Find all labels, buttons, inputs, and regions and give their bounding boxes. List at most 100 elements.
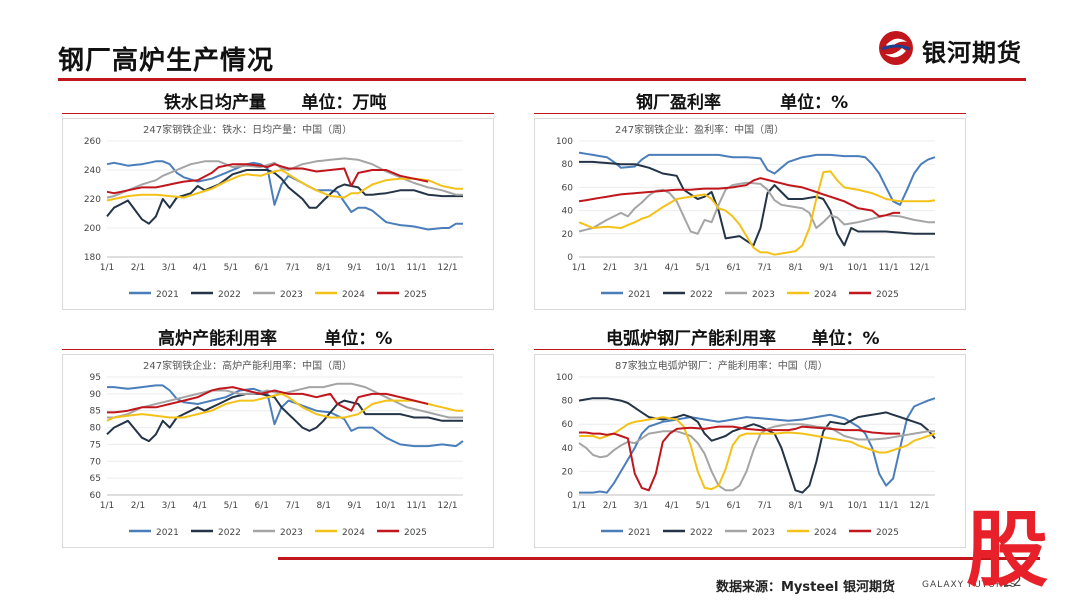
legend-label-2022: 2022 xyxy=(690,290,713,300)
y-tick-label: 80 xyxy=(90,424,102,434)
series-line-2021 xyxy=(106,160,463,231)
y-tick-label: 60 xyxy=(562,183,574,193)
panel-underline xyxy=(534,113,966,114)
footer-divider xyxy=(278,557,1040,560)
y-tick-label: 70 xyxy=(90,457,102,467)
series-line-2022 xyxy=(106,392,463,443)
x-tick-label: 5/1 xyxy=(696,501,710,511)
series-line-2024 xyxy=(579,416,936,491)
series-line-2023 xyxy=(578,181,935,235)
x-tick-label: 1/1 xyxy=(572,263,586,273)
y-tick-label: 65 xyxy=(90,474,101,484)
chart-hot-metal-output: 247家钢铁企业：铁水：日均产量：中国（周） 180 200 220 240 260 1/1… xyxy=(62,118,494,310)
y-tick-label: 20 xyxy=(562,230,574,240)
x-tick-label: 12/1 xyxy=(909,263,929,273)
x-tick-label: 4/1 xyxy=(193,501,207,511)
y-tick-label: 60 xyxy=(562,420,574,430)
title-divider xyxy=(58,78,1026,81)
chart-bf-utilization: 247家钢铁企业：高炉产能利用率：中国（周） 60 65 70 75 80 85 90 95 1/… xyxy=(62,354,494,548)
y-tick-label: 180 xyxy=(84,253,101,263)
series-line-2023 xyxy=(578,423,935,492)
x-tick-label: 3/1 xyxy=(634,263,648,273)
series-line-2022 xyxy=(579,160,935,247)
panel-title-hot-metal: 铁水日均产量 单位：万吨 xyxy=(164,93,387,113)
chart-subtitle: 87家独立电弧炉钢厂：产能利用率：中国（周） xyxy=(615,359,828,372)
legend-label-2025: 2025 xyxy=(876,290,899,300)
panel-title-profit-rate: 钢厂盈利率 单位：% xyxy=(636,93,849,113)
logo-text: 银河期货 xyxy=(922,39,1022,67)
legend-label-2024: 2024 xyxy=(814,528,837,538)
chart-profit-rate: 247家钢铁企业：盈利率：中国（周） 0 20 40 60 80 100 1/1 2/1 3/1 4… xyxy=(534,118,966,310)
x-tick-label: 6/1 xyxy=(727,263,741,273)
legend-label-2025: 2025 xyxy=(404,290,427,300)
chart-hot-metal-svg: 247家钢铁企业：铁水：日均产量：中国（周） 180 200 220 240 260 1/1… xyxy=(84,123,463,300)
y-tick-label: 90 xyxy=(90,390,102,400)
y-tick-label: 40 xyxy=(562,207,574,217)
legend-label-2025: 2025 xyxy=(404,528,427,538)
footer-brand: GALAXY FUTURES xyxy=(922,580,1017,590)
series-line-2025 xyxy=(579,425,901,492)
chart-subtitle: 247家钢铁企业：铁水：日均产量：中国（周） xyxy=(143,123,352,136)
x-tick-label: 1/1 xyxy=(572,501,586,511)
y-tick-label: 240 xyxy=(84,166,101,176)
data-source: 数据来源：Mysteel 银河期货 xyxy=(716,580,895,595)
legend-label-2023: 2023 xyxy=(752,290,775,300)
x-tick-label: 8/1 xyxy=(316,501,330,511)
x-tick-label: 11/1 xyxy=(878,501,898,511)
x-tick-label: 12/1 xyxy=(437,263,457,273)
panel-title-bf-utilization: 高炉产能利用率 单位：% xyxy=(158,329,393,349)
series-line-2024 xyxy=(578,170,936,256)
x-tick-label: 9/1 xyxy=(347,263,361,273)
x-tick-label: 6/1 xyxy=(727,501,741,511)
panel-underline xyxy=(62,113,494,114)
y-tick-label: 40 xyxy=(562,444,574,454)
x-tick-label: 3/1 xyxy=(162,263,176,273)
y-tick-label: 220 xyxy=(84,195,101,205)
legend-label-2023: 2023 xyxy=(752,528,775,538)
x-tick-label: 10/1 xyxy=(847,263,867,273)
page-title: 钢厂高炉生产情况 xyxy=(58,46,275,76)
x-tick-label: 5/1 xyxy=(696,263,710,273)
x-tick-label: 11/1 xyxy=(406,501,426,511)
x-tick-label: 6/1 xyxy=(255,501,269,511)
chart-subtitle: 247家钢铁企业：高炉产能利用率：中国（周） xyxy=(143,359,352,372)
legend-label-2024: 2024 xyxy=(814,290,837,300)
x-tick-label: 8/1 xyxy=(788,501,802,511)
legend-label-2022: 2022 xyxy=(218,528,241,538)
x-tick-label: 9/1 xyxy=(819,263,833,273)
y-tick-label: 75 xyxy=(90,440,101,450)
y-tick-label: 100 xyxy=(556,373,573,383)
x-tick-label: 12/1 xyxy=(909,501,929,511)
x-tick-label: 6/1 xyxy=(255,263,269,273)
y-tick-label: 60 xyxy=(90,491,102,501)
chart-profit-rate-svg: 247家钢铁企业：盈利率：中国（周） 0 20 40 60 80 100 1/1 2/1 3/1 4… xyxy=(556,123,936,300)
series-line-2025 xyxy=(107,386,429,414)
y-tick-label: 260 xyxy=(84,137,101,147)
panel-underline xyxy=(534,349,966,350)
x-tick-label: 11/1 xyxy=(406,263,426,273)
y-tick-label: 85 xyxy=(90,407,101,417)
series-line-2021 xyxy=(107,384,464,448)
legend-label-2021: 2021 xyxy=(156,528,179,538)
watermark-stamp: 股 xyxy=(966,503,1049,598)
legend-label-2022: 2022 xyxy=(690,528,713,538)
y-tick-label: 20 xyxy=(562,467,574,477)
legend-label-2021: 2021 xyxy=(628,528,651,538)
series-line-2024 xyxy=(106,169,463,202)
legend-label-2023: 2023 xyxy=(280,528,303,538)
x-tick-label: 3/1 xyxy=(162,501,176,511)
y-tick-label: 80 xyxy=(562,160,574,170)
x-tick-label: 9/1 xyxy=(347,501,361,511)
panel-title-eaf-utilization: 电弧炉钢厂产能利用率 单位：% xyxy=(606,329,880,349)
x-tick-label: 7/1 xyxy=(285,263,299,273)
x-tick-label: 10/1 xyxy=(375,501,395,511)
y-tick-label: 0 xyxy=(567,253,573,263)
series-line-2021 xyxy=(578,151,936,206)
x-tick-label: 10/1 xyxy=(375,263,395,273)
x-tick-label: 4/1 xyxy=(665,263,679,273)
x-tick-label: 1/1 xyxy=(100,263,114,273)
x-tick-label: 5/1 xyxy=(224,501,238,511)
chart-bf-utilization-svg: 247家钢铁企业：高炉产能利用率：中国（周） 60 65 70 75 80 85 90 95 1/… xyxy=(90,359,464,538)
x-tick-label: 4/1 xyxy=(665,501,679,511)
legend-label-2021: 2021 xyxy=(156,290,179,300)
